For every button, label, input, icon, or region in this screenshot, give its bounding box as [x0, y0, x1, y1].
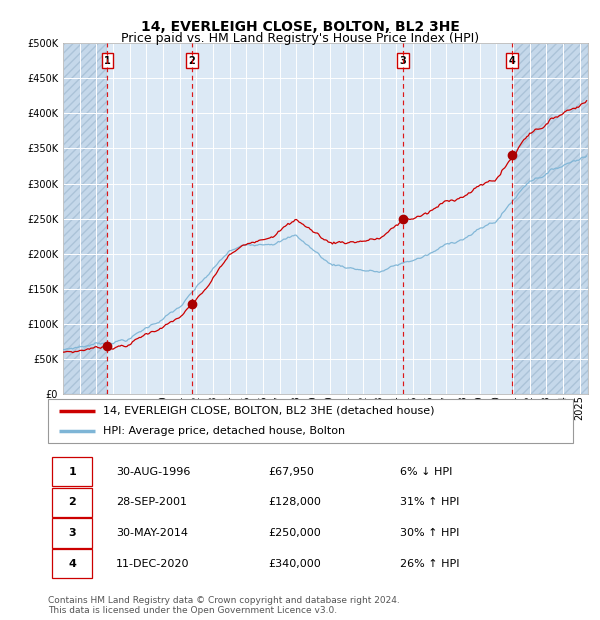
- Text: 31% ↑ HPI: 31% ↑ HPI: [400, 497, 459, 507]
- FancyBboxPatch shape: [52, 518, 92, 547]
- Text: 4: 4: [509, 56, 515, 66]
- Text: 2: 2: [68, 497, 76, 507]
- Text: 6% ↓ HPI: 6% ↓ HPI: [400, 466, 452, 477]
- Text: 30% ↑ HPI: 30% ↑ HPI: [400, 528, 459, 538]
- Text: Price paid vs. HM Land Registry's House Price Index (HPI): Price paid vs. HM Land Registry's House …: [121, 32, 479, 45]
- Bar: [107, 43, 192, 394]
- Text: 1: 1: [104, 56, 111, 66]
- Text: 28-SEP-2001: 28-SEP-2001: [116, 497, 187, 507]
- Bar: [192, 43, 403, 394]
- Bar: [512, 43, 588, 394]
- Text: 14, EVERLEIGH CLOSE, BOLTON, BL2 3HE (detached house): 14, EVERLEIGH CLOSE, BOLTON, BL2 3HE (de…: [103, 405, 434, 416]
- Text: £67,950: £67,950: [269, 466, 314, 477]
- Text: £128,000: £128,000: [269, 497, 322, 507]
- FancyBboxPatch shape: [52, 487, 92, 517]
- Text: 1: 1: [68, 466, 76, 477]
- Bar: [63, 43, 107, 394]
- FancyBboxPatch shape: [52, 549, 92, 578]
- Text: £340,000: £340,000: [269, 559, 321, 569]
- Bar: [512, 43, 588, 394]
- Text: HPI: Average price, detached house, Bolton: HPI: Average price, detached house, Bolt…: [103, 426, 345, 436]
- Text: 3: 3: [68, 528, 76, 538]
- Text: 30-AUG-1996: 30-AUG-1996: [116, 466, 191, 477]
- Text: Contains HM Land Registry data © Crown copyright and database right 2024.
This d: Contains HM Land Registry data © Crown c…: [48, 596, 400, 615]
- FancyBboxPatch shape: [52, 457, 92, 486]
- Text: 2: 2: [188, 56, 196, 66]
- Text: 14, EVERLEIGH CLOSE, BOLTON, BL2 3HE: 14, EVERLEIGH CLOSE, BOLTON, BL2 3HE: [140, 20, 460, 34]
- Text: 4: 4: [68, 559, 76, 569]
- Text: £250,000: £250,000: [269, 528, 321, 538]
- FancyBboxPatch shape: [48, 399, 573, 443]
- Text: 26% ↑ HPI: 26% ↑ HPI: [400, 559, 459, 569]
- Text: 11-DEC-2020: 11-DEC-2020: [116, 559, 190, 569]
- Text: 30-MAY-2014: 30-MAY-2014: [116, 528, 188, 538]
- Bar: [63, 43, 107, 394]
- Bar: [403, 43, 512, 394]
- Text: 3: 3: [400, 56, 407, 66]
